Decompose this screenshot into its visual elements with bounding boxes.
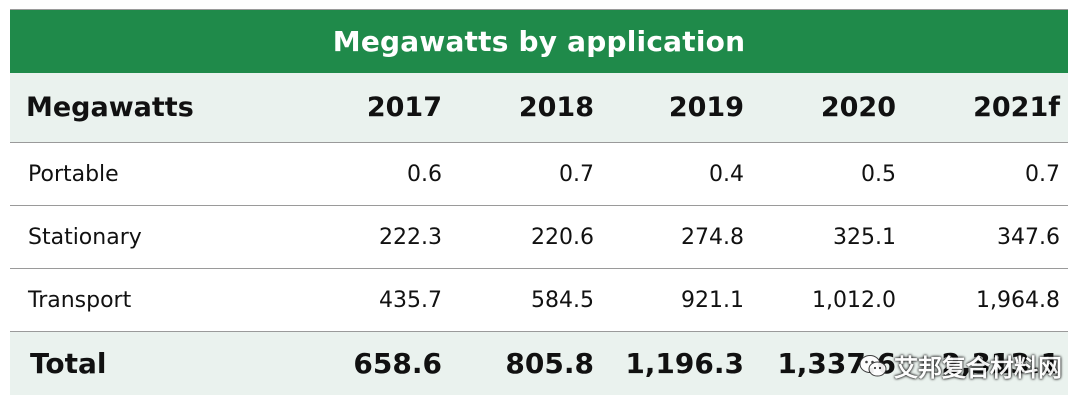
row-label: Stationary: [28, 224, 142, 250]
table-cell: 435.7: [379, 287, 442, 313]
table-cell: 222.3: [379, 224, 442, 250]
table-cell: 0.7: [1025, 161, 1060, 187]
table-cell: 0.6: [407, 161, 442, 187]
header-label: Megawatts: [26, 92, 194, 123]
table-cell: 325.1: [833, 224, 896, 250]
header-year-2021f: 2021f: [973, 92, 1060, 123]
total-cell: 805.8: [505, 347, 594, 380]
total-cell: 658.6: [353, 347, 442, 380]
total-cell: 1,196.3: [625, 347, 744, 380]
row-label: Transport: [28, 287, 132, 313]
table-cell: 1,012.0: [812, 287, 896, 313]
table-cell: 1,964.8: [976, 287, 1060, 313]
wechat-icon: [859, 354, 887, 376]
watermark: 艾邦复合材料网: [858, 348, 1062, 383]
table-header-row: Megawatts 2017 2018 2019 2020 2021f: [10, 73, 1068, 143]
table-cell: 0.5: [861, 161, 896, 187]
table-row-portable: Portable 0.6 0.7 0.4 0.5 0.7: [10, 143, 1068, 206]
header-year-2019: 2019: [668, 92, 744, 123]
header-year-2017: 2017: [366, 92, 442, 123]
table-cell: 0.4: [709, 161, 744, 187]
total-label: Total: [30, 347, 107, 380]
table-cell: 274.8: [681, 224, 744, 250]
table-cell: 584.5: [531, 287, 594, 313]
table-cell: 921.1: [681, 287, 744, 313]
table-row-transport: Transport 435.7 584.5 921.1 1,012.0 1,96…: [10, 269, 1068, 332]
table-row-total: Total 658.6 805.8 1,196.3 1,337.6 2,313.…: [10, 332, 1068, 395]
header-year-2018: 2018: [518, 92, 594, 123]
watermark-text: 艾邦复合材料网: [894, 354, 1062, 382]
megawatts-table: Megawatts by application Megawatts 2017 …: [10, 9, 1068, 395]
total-cell: 2,313.1: [941, 347, 1060, 380]
table-cell: 0.7: [559, 161, 594, 187]
row-label: Portable: [28, 161, 119, 187]
table-row-stationary: Stationary 222.3 220.6 274.8 325.1 347.6: [10, 206, 1068, 269]
header-year-2020: 2020: [820, 92, 896, 123]
table-cell: 220.6: [531, 224, 594, 250]
table-title: Megawatts by application: [10, 10, 1068, 73]
table-cell: 347.6: [997, 224, 1060, 250]
